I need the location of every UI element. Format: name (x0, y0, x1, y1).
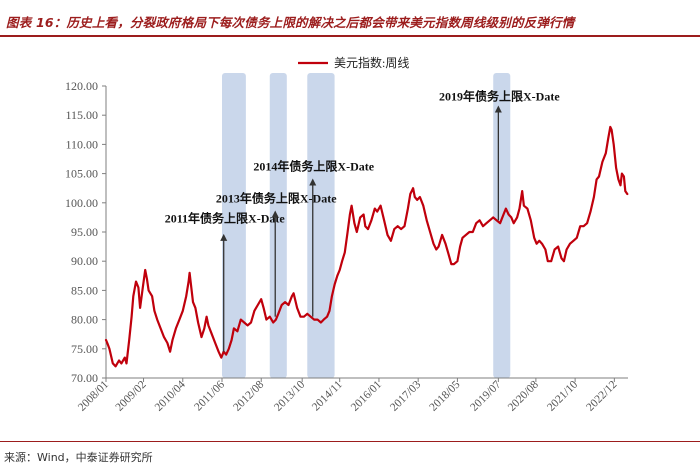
y-tick-label: 120.00 (65, 79, 98, 93)
shaded-band (493, 73, 511, 378)
arrow-head (271, 210, 279, 218)
y-tick-label: 115.00 (65, 108, 98, 122)
x-tick-label: 2010/04 (153, 378, 188, 413)
dollar-index-line (104, 125, 629, 368)
x-tick-label: 2011/06 (192, 378, 227, 413)
dollar-index-chart: 70.00 75.00 80.00 85.00 90.00 95.00 100.00 105.… (65, 55, 629, 414)
annotation-label: 2011年债务上限X-Date (165, 211, 286, 226)
x-tick-label: 2014/11 (310, 378, 345, 413)
y-tick-label: 110.00 (65, 137, 98, 151)
arrow-head (494, 105, 502, 113)
legend-label: 美元指数:周线 (334, 55, 409, 70)
x-tick-label: 2012/08 (231, 378, 266, 413)
figure-header: 图表 16：历史上看，分裂政府格局下每次债务上限的解决之后都会带来美元指数周线级… (0, 0, 700, 37)
y-tick-label: 80.00 (71, 313, 98, 327)
y-tick-label: 90.00 (71, 254, 98, 268)
x-tick-label: 2013/10 (272, 378, 307, 413)
y-tick-label: 100.00 (65, 196, 98, 210)
x-tick-label: 2009/02 (114, 378, 149, 413)
y-tick-label: 85.00 (71, 283, 98, 297)
y-tick-label: 105.00 (65, 167, 98, 181)
arrow-head (309, 178, 317, 186)
series-layer (104, 125, 629, 368)
arrow-head (220, 233, 228, 241)
x-tick-label: 2020/08 (506, 378, 541, 413)
shaded-band (307, 73, 335, 378)
title-rule (0, 35, 700, 37)
y-tick-label: 95.00 (71, 225, 98, 239)
figure-title: 图表 16：历史上看，分裂政府格局下每次债务上限的解决之后都会带来美元指数周线级… (6, 15, 575, 30)
y-tick-label: 70.00 (71, 371, 98, 385)
x-tick-label: 2017/03 (388, 378, 423, 413)
legend: 美元指数:周线 (298, 55, 409, 70)
shaded-band (269, 73, 287, 378)
source-note: 来源：Wind，中泰证券研究所 (4, 451, 153, 464)
x-tick-label: 2019/07 (468, 378, 503, 413)
shaded-band (222, 73, 246, 378)
y-tick-label: 75.00 (71, 342, 98, 356)
footer-rule (0, 441, 700, 442)
annotations: 2011年债务上限X-Date 2013年债务上限X-Date 2014年债务上限X… (165, 89, 560, 352)
annotation-label: 2014年债务上限X-Date (253, 159, 374, 174)
x-tick-label: 2018/05 (427, 378, 462, 413)
x-tick-label: 2021/10 (545, 378, 580, 413)
x-tick-label: 2016/01 (349, 378, 384, 413)
x-tick-label: 2022/12 (584, 378, 619, 413)
debt-ceiling-bands (222, 73, 511, 378)
annotation-label: 2019年债务上限X-Date (439, 89, 560, 104)
annotation-label: 2013年债务上限X-Date (216, 191, 337, 206)
